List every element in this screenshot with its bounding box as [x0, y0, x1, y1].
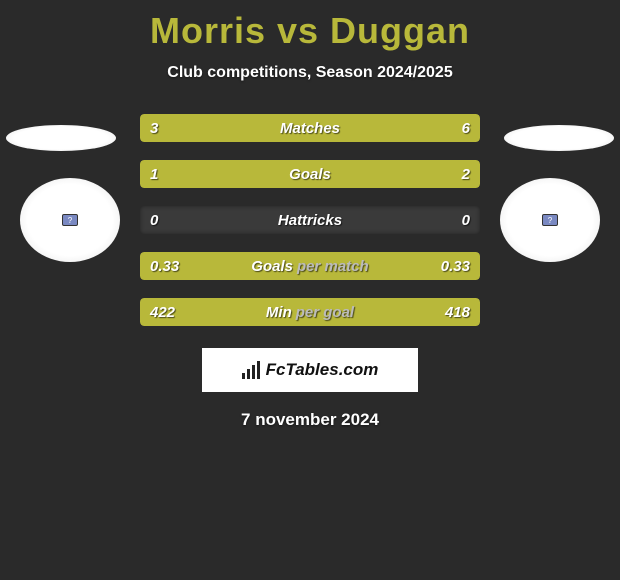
brand-text: FcTables.com — [266, 360, 379, 380]
comparison-bars: 36Matches 12Goals 00Hattricks 0.330.33Goals… — [140, 114, 480, 326]
player-badge-right: ? — [500, 178, 600, 262]
page-subtitle: Club competitions, Season 2024/2025 — [0, 64, 620, 82]
stat-label: Hattricks — [140, 206, 480, 234]
stat-label: Minper goal — [140, 298, 480, 326]
question-icon: ? — [542, 214, 558, 226]
stat-row: 12Goals — [140, 160, 480, 188]
decor-ellipse-top-right — [504, 125, 614, 151]
stat-label-secondary: per goal — [296, 304, 354, 321]
stat-label-primary: Matches — [280, 120, 340, 137]
footer-date: 7 november 2024 — [0, 410, 620, 430]
stat-label-primary: Min — [266, 304, 292, 321]
question-icon: ? — [62, 214, 78, 226]
stat-label-primary: Goals — [251, 258, 293, 275]
stat-label-secondary: per match — [297, 258, 369, 275]
stat-label: Goalsper match — [140, 252, 480, 280]
decor-ellipse-top-left — [6, 125, 116, 151]
stat-row: 36Matches — [140, 114, 480, 142]
player-badge-left: ? — [20, 178, 120, 262]
stat-row: 00Hattricks — [140, 206, 480, 234]
stat-label-primary: Hattricks — [278, 212, 342, 229]
stat-label: Goals — [140, 160, 480, 188]
brand-badge: FcTables.com — [202, 348, 418, 392]
stat-label: Matches — [140, 114, 480, 142]
page-title: Morris vs Duggan — [0, 0, 620, 52]
stat-row: 422418Minper goal — [140, 298, 480, 326]
stat-label-primary: Goals — [289, 166, 331, 183]
brand-bars-icon — [242, 361, 260, 379]
stat-row: 0.330.33Goalsper match — [140, 252, 480, 280]
